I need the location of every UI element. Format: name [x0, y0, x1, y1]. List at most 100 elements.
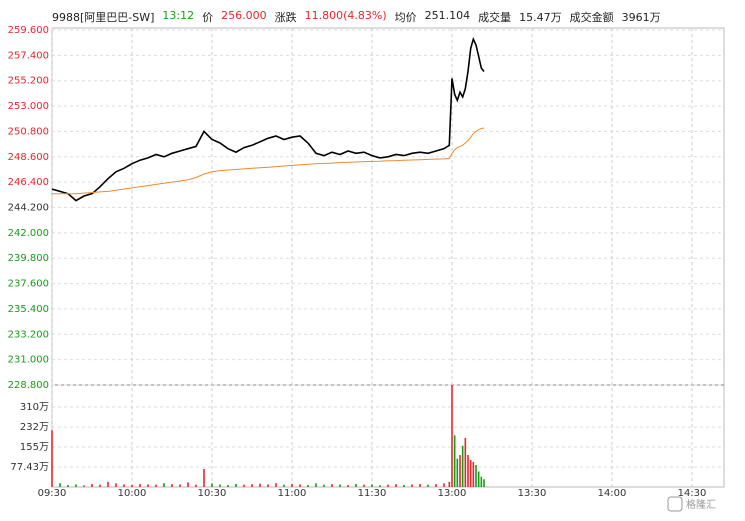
- time: 13:12: [162, 9, 195, 22]
- header: 9988[阿里巴巴-SW] 13:12 价 256.000 涨跌 11.800(…: [52, 9, 661, 25]
- volume-bar: [347, 484, 349, 487]
- volume-bar: [155, 484, 157, 487]
- y-tick-label: 228.800: [8, 380, 49, 391]
- x-tick-label: 11:30: [358, 488, 387, 499]
- volume-bar: [51, 430, 53, 487]
- x-tick-label: 14:30: [678, 488, 707, 499]
- volume-tick-label: 310万: [20, 402, 49, 413]
- volume-bar: [480, 476, 483, 487]
- volume-bar: [419, 483, 421, 487]
- y-tick-label: 259.600: [8, 25, 49, 36]
- volume-bar: [259, 483, 261, 487]
- x-tick-label: 13:00: [438, 488, 467, 499]
- volume-bar: [459, 454, 461, 487]
- volume-bar: [227, 484, 229, 487]
- volume-bar: [115, 483, 117, 487]
- frame: [51, 27, 725, 488]
- volume-bar: [427, 484, 429, 487]
- volume-bar: [411, 484, 413, 487]
- volume-bar: [435, 484, 437, 487]
- symbol: 9988[阿里巴巴-SW]: [52, 11, 155, 24]
- volume-bar: [59, 483, 61, 487]
- volume-bar: [339, 484, 341, 487]
- y-tick-label: 233.200: [8, 329, 49, 340]
- y-tick-label: 242.000: [8, 228, 49, 239]
- value: 251.104: [424, 9, 471, 22]
- volume-bar: [219, 484, 221, 487]
- volume-bar: [331, 484, 333, 487]
- label: 成交量: [478, 11, 512, 24]
- volume-bar: [99, 484, 101, 487]
- volume-bar: [299, 484, 301, 487]
- volume-bar: [123, 484, 125, 487]
- volume-bar: [387, 484, 389, 487]
- x-tick-label: 10:30: [198, 488, 227, 499]
- volume-bar: [475, 465, 477, 487]
- volume-bar: [283, 484, 285, 487]
- volume-bar: [267, 484, 269, 487]
- label: 价: [202, 11, 214, 24]
- volume-bar: [403, 484, 405, 487]
- volume-tick-label: 77.43万: [10, 462, 49, 473]
- volume-bar: [67, 484, 69, 487]
- volume-bar: [83, 485, 85, 487]
- volume-bar: [477, 471, 480, 487]
- volume-bar: [371, 484, 373, 487]
- volume-bar: [395, 484, 397, 487]
- logo: [667, 496, 683, 512]
- volume-bar: [203, 468, 205, 487]
- label: 均价: [394, 11, 417, 24]
- x-tick-label: 14:00: [598, 488, 627, 499]
- watermark: 格隆汇: [686, 498, 716, 511]
- volume-bar: [131, 484, 133, 487]
- volume-bar: [461, 445, 464, 487]
- label: 成交金额: [569, 11, 614, 24]
- volume-bar: [363, 484, 365, 487]
- volume-bar: [235, 483, 237, 487]
- y-tick-label: 257.400: [8, 50, 49, 61]
- volume-bar: [179, 484, 181, 487]
- y-tick-label: 237.600: [8, 279, 49, 290]
- y-tick-label: 246.400: [8, 177, 49, 188]
- value: 15.47万: [519, 11, 562, 24]
- volume-bar: [464, 437, 467, 487]
- y-tick-label: 255.200: [8, 76, 49, 87]
- y-tick-label: 248.600: [8, 152, 49, 163]
- volume-bar: [315, 483, 317, 487]
- volume-bar: [483, 479, 485, 487]
- volume-bar: [187, 482, 189, 487]
- volume-bar: [171, 484, 173, 487]
- volume-bar: [379, 485, 381, 487]
- volume-bar: [243, 484, 245, 487]
- volume-bar: [453, 435, 456, 487]
- volume-bar: [307, 484, 309, 487]
- volume-bar: [443, 483, 445, 487]
- y-tick-label: 231.000: [8, 355, 49, 366]
- volume-bar: [451, 385, 453, 487]
- label: 涨跌: [274, 11, 297, 24]
- y-tick-label: 244.200: [8, 203, 49, 214]
- volume-bar: [251, 484, 253, 487]
- y-tick-label: 235.400: [8, 304, 49, 315]
- volume-bar: [211, 483, 213, 487]
- x-tick-label: 09:30: [38, 488, 67, 499]
- x-tick-label: 11:00: [278, 488, 307, 499]
- volume-bar: [467, 454, 469, 487]
- volume-tick-label: 232万: [20, 422, 49, 433]
- volume-bar: [448, 481, 451, 487]
- volume-bar: [195, 484, 197, 487]
- volume-bar: [107, 481, 109, 487]
- x-tick-label: 10:00: [118, 488, 147, 499]
- volume-bar: [147, 484, 149, 487]
- volume-bar: [469, 459, 472, 487]
- volume-bar: [456, 458, 459, 487]
- y-tick-label: 253.000: [8, 101, 49, 112]
- value: 3961万: [621, 11, 661, 24]
- series-line: [51, 36, 485, 202]
- volume-bar: [91, 483, 93, 487]
- value: 11.800(4.83%): [304, 9, 387, 22]
- y-tick-label: 250.800: [8, 126, 49, 137]
- volume-bar: [291, 483, 293, 487]
- volume-tick-label: 155万: [20, 442, 49, 453]
